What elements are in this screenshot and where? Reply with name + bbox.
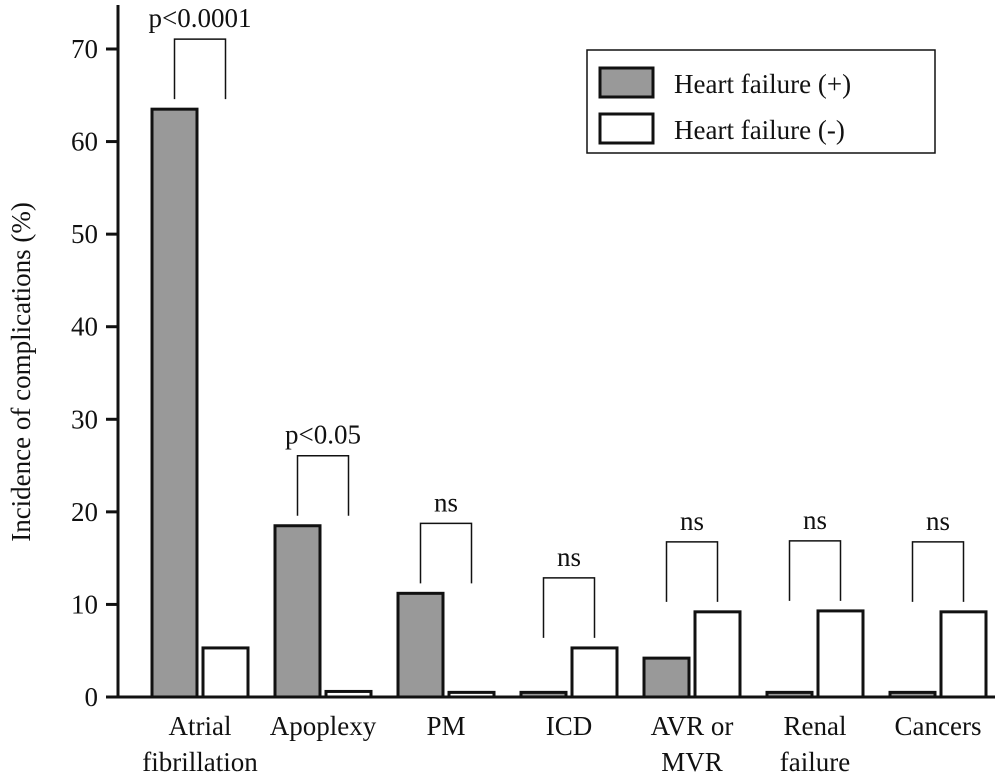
significance-label: ns (557, 542, 581, 572)
significance-label: ns (680, 506, 704, 536)
y-axis-label: Incidence of complications (%) (6, 202, 36, 542)
significance-label: p<0.0001 (149, 3, 252, 33)
x-category-labels: Atrial fibrillation Apoplexy PM ICD AVR or MVR… (142, 711, 981, 777)
legend-label-heart-failure-plus: Heart failure (+) (674, 69, 851, 99)
y-tick-label: 50 (71, 219, 98, 249)
category-label: failure (780, 747, 850, 777)
significance-label: p<0.05 (285, 420, 361, 450)
significance-bracket (665, 541, 719, 602)
axes (116, 5, 995, 699)
significance-label: ns (434, 487, 458, 517)
bar-heart-failure-plus (150, 107, 199, 699)
category-label: fibrillation (142, 747, 258, 777)
category-label: PM (426, 711, 465, 741)
bar-heart-failure-minus (570, 646, 619, 699)
y-tick-label: 60 (71, 127, 98, 157)
bar-heart-failure-plus (273, 524, 322, 699)
significance-bracket (173, 38, 227, 100)
significance-bracket (788, 540, 842, 601)
bars-layer (150, 107, 988, 699)
significance-bracket (296, 454, 350, 516)
y-tick-label: 20 (71, 497, 98, 527)
bar-heart-failure-plus (396, 591, 445, 699)
category-label: MVR (661, 747, 723, 777)
category-label: Renal (784, 711, 847, 741)
significance-label: ns (803, 505, 827, 535)
bar-heart-failure-minus (939, 610, 988, 699)
category-label: Atrial (169, 711, 232, 741)
legend-swatch-heart-failure-plus (598, 66, 655, 99)
bar-heart-failure-minus (201, 646, 250, 699)
category-label: Cancers (895, 711, 982, 741)
y-tick-label: 0 (85, 682, 99, 712)
bar-heart-failure-minus (816, 609, 865, 699)
significance-bracket (419, 522, 473, 584)
significance-brackets: p<0.0001 p<0.05 ns ns ns ns ns (149, 3, 965, 638)
category-label: ICD (546, 711, 593, 741)
legend: Heart failure (+) Heart failure (-) (586, 49, 936, 154)
legend-swatch-heart-failure-minus (598, 112, 655, 145)
legend-label-heart-failure-minus: Heart failure (-) (674, 115, 845, 145)
bar-heart-failure-minus (693, 610, 742, 699)
y-tick-label: 30 (71, 404, 98, 434)
category-label: Apoplexy (270, 711, 377, 741)
y-tick-label: 40 (71, 312, 98, 342)
significance-bracket (911, 541, 965, 602)
bar-heart-failure-plus (642, 656, 691, 699)
y-tick-labels: 0 10 20 30 40 50 60 70 (71, 34, 118, 712)
y-tick-label: 10 (71, 589, 98, 619)
significance-label: ns (926, 506, 950, 536)
y-tick-label: 70 (71, 34, 98, 64)
significance-bracket (542, 577, 596, 638)
category-label: AVR or (651, 711, 734, 741)
